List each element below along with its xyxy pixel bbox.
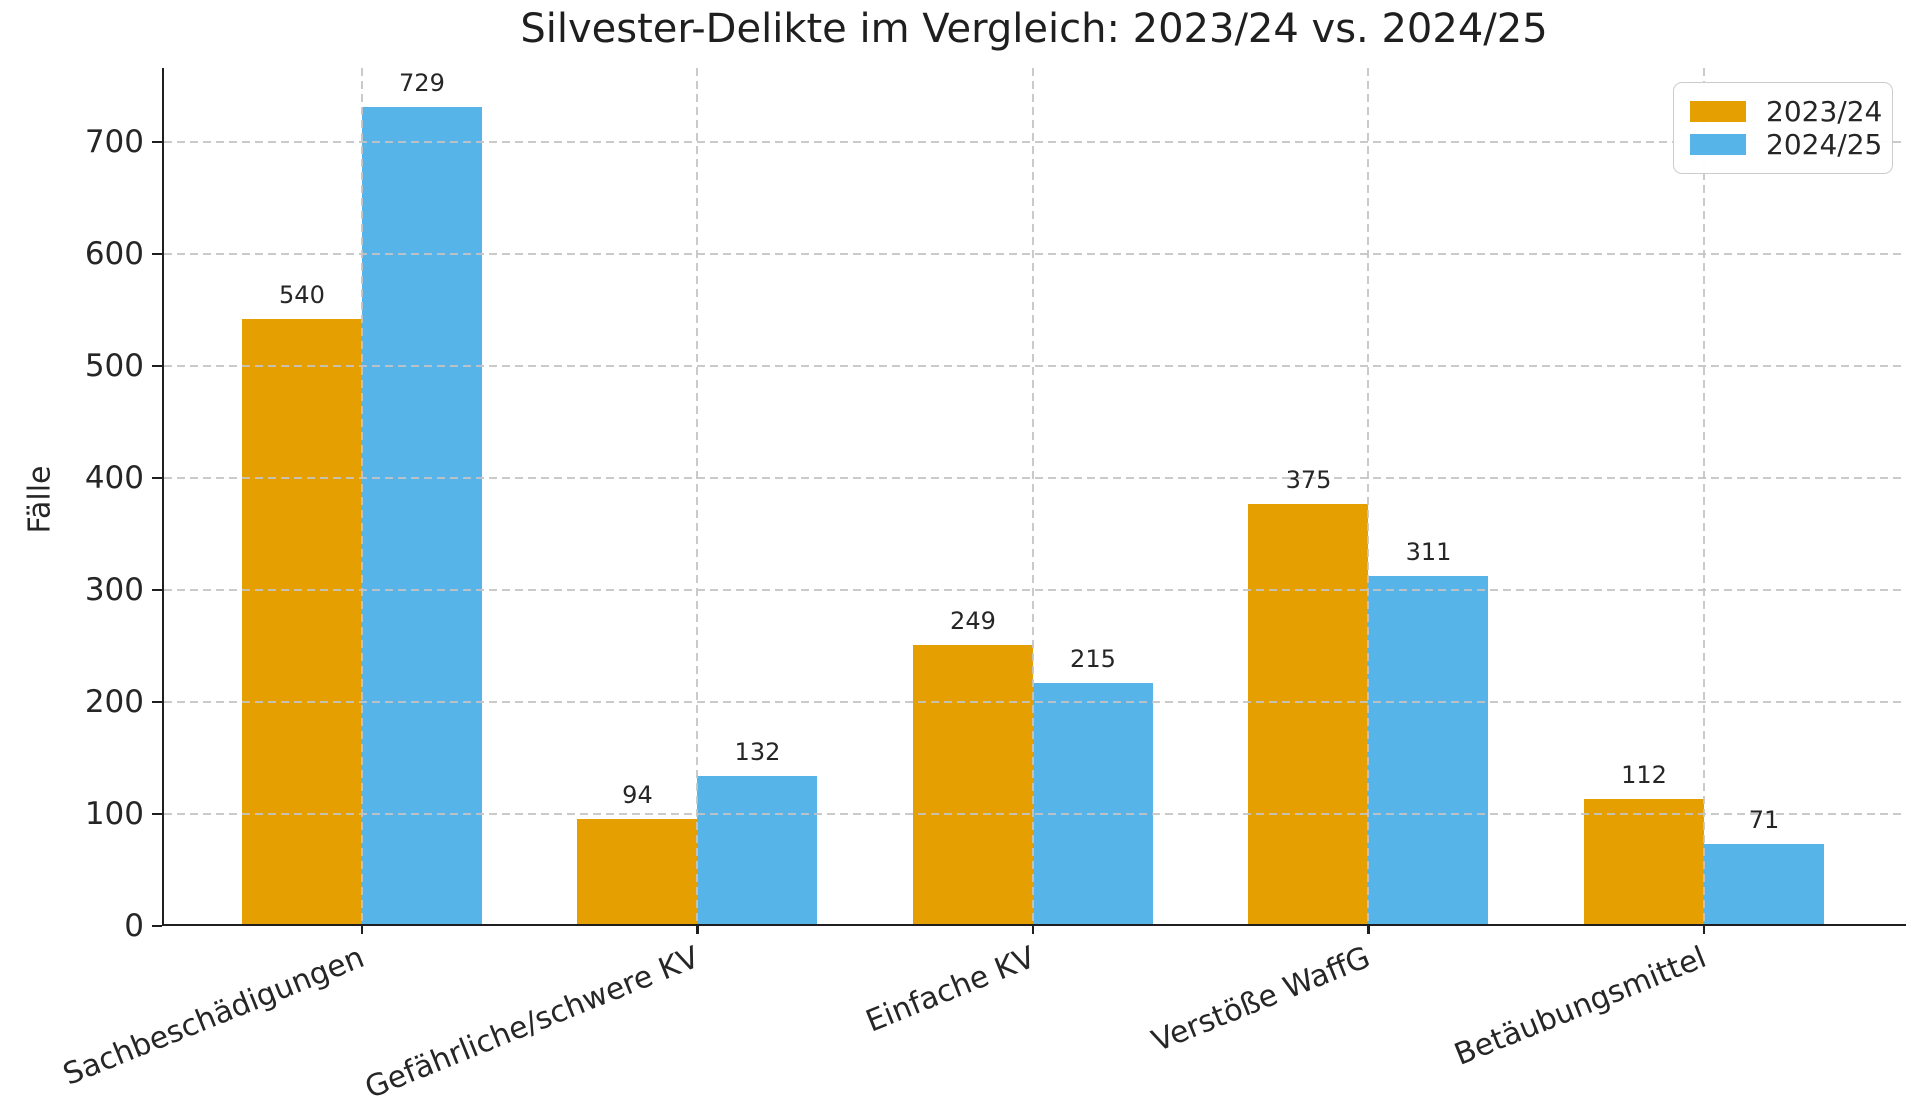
- bar-2023/24-1: [577, 818, 698, 924]
- legend-swatch-2024/25: [1690, 134, 1746, 155]
- gridline-horizontal: [164, 476, 1906, 479]
- x-tick-mark: [1031, 924, 1035, 934]
- gridline-vertical: [1031, 68, 1034, 924]
- gridline-horizontal: [164, 364, 1906, 367]
- bar-value-label: 375: [1285, 465, 1332, 494]
- bar-2024/25-4: [1703, 844, 1824, 924]
- x-tick-mark: [696, 924, 699, 934]
- y-tick-label: 200: [84, 683, 144, 720]
- x-tick-label: Einfache KV: [861, 940, 1041, 1040]
- x-tick-label: Gefährliche/schwere KV: [360, 940, 705, 1107]
- bar-value-label: 311: [1405, 537, 1452, 566]
- gridline-horizontal: [164, 140, 1906, 143]
- chart-title: Silvester-Delikte im Vergleich: 2023/24 …: [520, 6, 1548, 52]
- y-tick-label: 700: [84, 123, 144, 160]
- y-tick-mark: [152, 700, 162, 704]
- bar-value-label: 215: [1070, 645, 1116, 674]
- legend-label: 2023/24: [1766, 95, 1883, 128]
- bar-2024/25-3: [1368, 575, 1489, 924]
- x-tick-label: Sachbeschädigungen: [58, 940, 370, 1093]
- gridline-horizontal: [164, 700, 1906, 703]
- bar-value-label: 249: [950, 607, 996, 636]
- gridline-horizontal: [164, 812, 1906, 815]
- legend: 2023/24 2024/25: [1673, 82, 1893, 174]
- y-tick-mark: [152, 364, 162, 368]
- legend-label: 2024/25: [1766, 128, 1883, 161]
- y-tick-mark: [152, 252, 162, 256]
- bar-value-label: 729: [399, 69, 445, 98]
- bar-value-label: 112: [1621, 760, 1667, 789]
- bar-2024/25-1: [697, 776, 818, 924]
- gridline-vertical: [360, 68, 363, 924]
- bar-2024/25-2: [1032, 683, 1153, 924]
- gridline-vertical: [696, 68, 699, 924]
- x-tick-label: Betäubungsmittel: [1449, 940, 1712, 1073]
- x-tick-mark: [360, 924, 364, 934]
- bar-value-label: 132: [734, 738, 781, 767]
- bar-2023/24-3: [1248, 503, 1369, 924]
- bar-value-label: 94: [622, 780, 653, 809]
- bar-value-label: 71: [1748, 806, 1780, 835]
- x-tick-label: Verstöße WaffG: [1147, 940, 1376, 1060]
- y-tick-label: 100: [84, 795, 144, 832]
- y-tick-label: 600: [84, 235, 144, 272]
- y-tick-mark: [152, 476, 162, 480]
- gridline-vertical: [1702, 68, 1705, 924]
- x-tick-mark: [1367, 924, 1370, 934]
- y-tick-mark: [152, 924, 162, 928]
- y-axis-label: Fälle: [22, 465, 58, 534]
- bar-value-label: 540: [279, 281, 325, 310]
- gridline-horizontal: [164, 588, 1906, 591]
- y-tick-mark: [152, 140, 162, 143]
- legend-swatch-2023/24: [1690, 101, 1746, 122]
- gridline-vertical: [1367, 68, 1370, 924]
- legend-item: 2023/24: [1690, 95, 1882, 128]
- x-tick-mark: [1702, 924, 1706, 934]
- y-tick-mark: [152, 588, 162, 592]
- gridline-horizontal: [164, 252, 1906, 255]
- y-tick-label: 300: [84, 571, 144, 608]
- bar-2023/24-0: [241, 319, 362, 924]
- y-tick-label: 500: [84, 347, 144, 384]
- y-tick-label: 400: [84, 459, 144, 496]
- plot-area: 540 94 249 375 112 729 132 215 311 71 0 100 200 300 40…: [58, 68, 1906, 1106]
- bar-2023/24-4: [1583, 798, 1704, 924]
- legend-item: 2024/25: [1690, 128, 1882, 161]
- bar-2024/25-0: [361, 107, 482, 924]
- y-tick-mark: [152, 812, 162, 816]
- y-tick-label: 0: [124, 908, 144, 944]
- bar-2023/24-2: [912, 645, 1033, 924]
